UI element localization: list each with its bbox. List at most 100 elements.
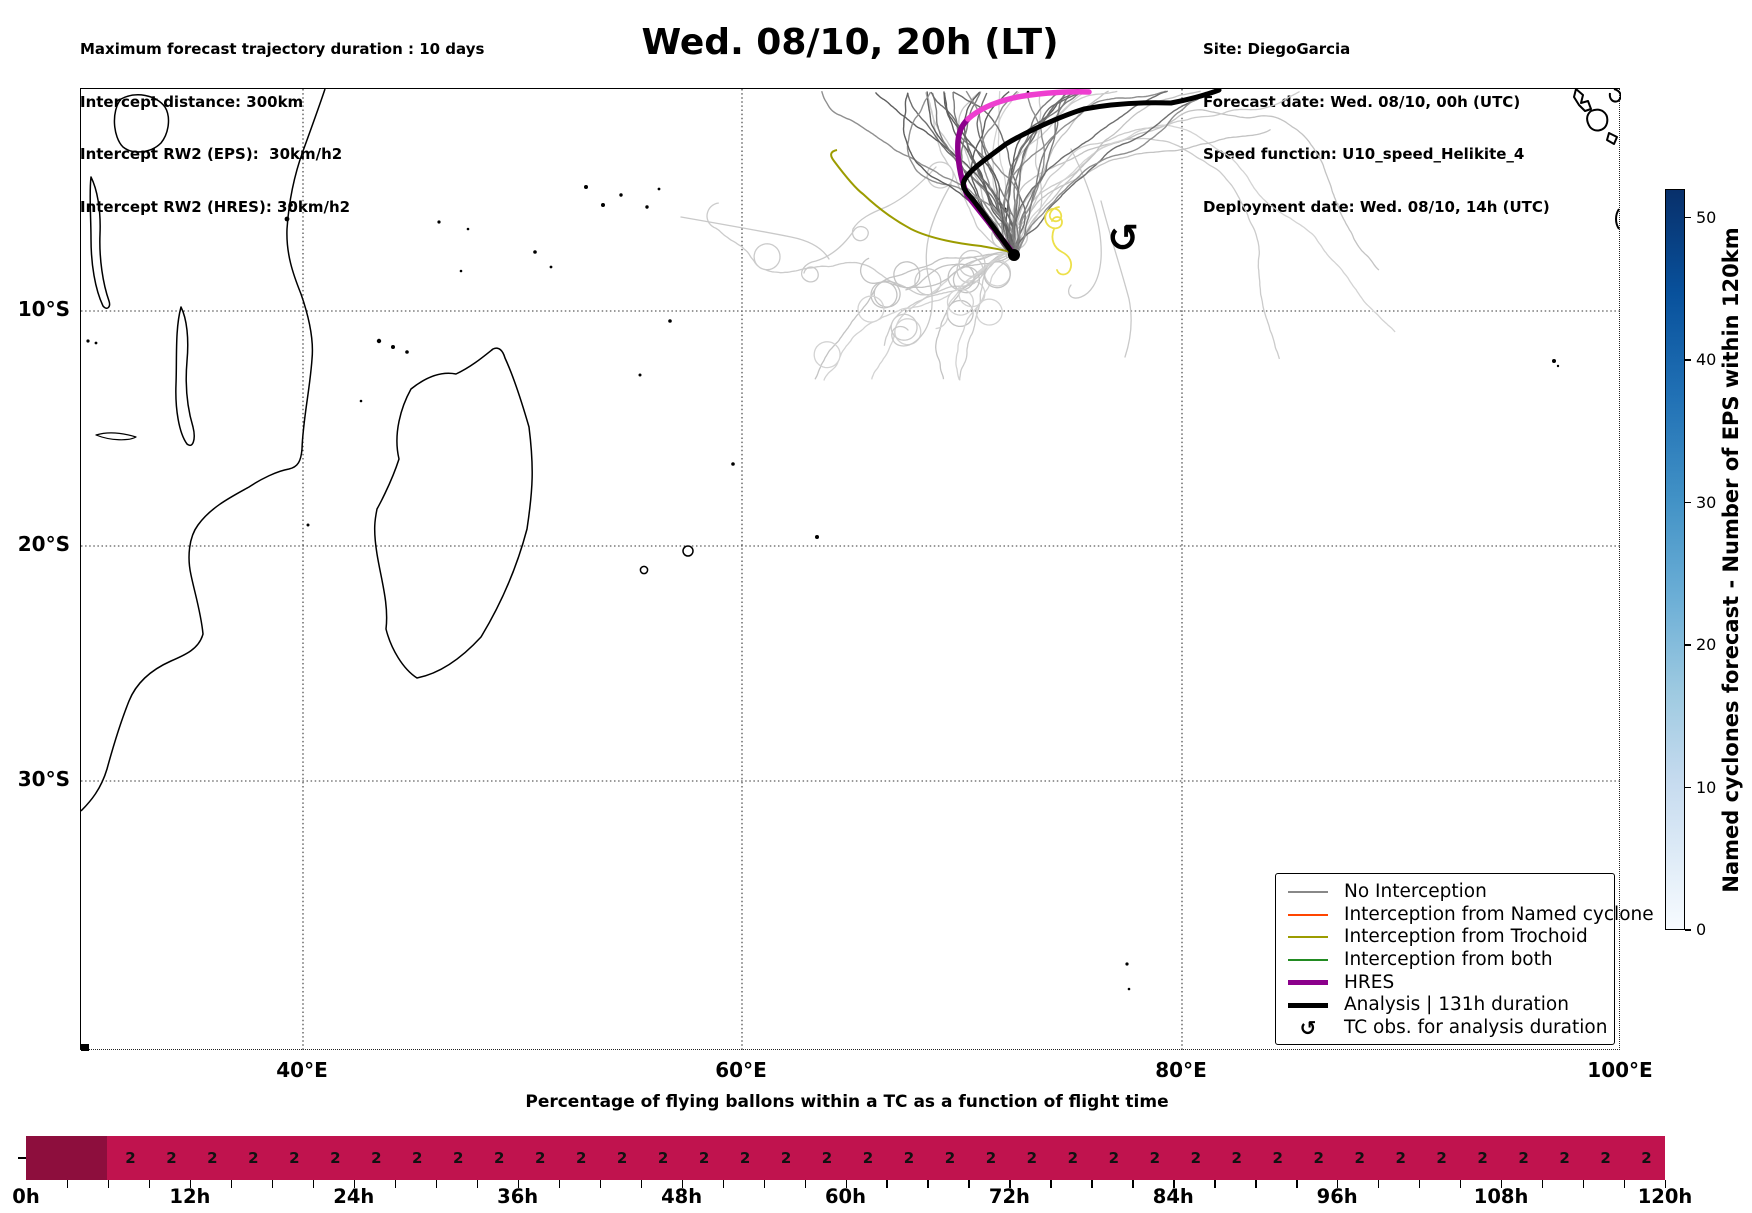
- bar-axis-label: 72h: [988, 1185, 1030, 1208]
- colorbar: [1665, 189, 1685, 930]
- bar-axis-tick: [189, 1180, 192, 1188]
- legend-line-swatch: [1288, 891, 1328, 893]
- info-right-line: Speed function: U10_speed_Helikite_4: [1203, 145, 1525, 163]
- bar-value-label: 2: [575, 1149, 587, 1167]
- bar-axis-tick: [1501, 1180, 1503, 1188]
- bar-axis-tick: [394, 1180, 397, 1188]
- bar-axis-tick: [558, 1180, 560, 1188]
- bar-axis-tick: [1583, 1180, 1585, 1188]
- colorbar-tick-label: 20: [1696, 635, 1717, 654]
- colorbar-tick-mark: [1685, 786, 1691, 789]
- ensemble-trajectory: [871, 251, 1013, 380]
- bar-y-tick: [18, 1157, 26, 1159]
- info-right-line: Deployment date: Wed. 08/10, 14h (UTC): [1203, 197, 1550, 216]
- bar-axis-label: 36h: [497, 1185, 539, 1208]
- bar-value-label: 2: [1108, 1149, 1120, 1167]
- ensemble-trajectory: [955, 254, 1016, 381]
- bar-axis-tick: [968, 1180, 970, 1188]
- legend-line-swatch: [1288, 1002, 1328, 1008]
- ensemble-trajectory: [883, 249, 1013, 346]
- lat-tick-label: 30°S: [17, 767, 70, 791]
- bar-axis-tick: [1419, 1180, 1421, 1188]
- bar-axis-label: 120h: [1637, 1185, 1693, 1208]
- analysis-track: [960, 87, 1222, 257]
- bar-value-label: 2: [125, 1149, 136, 1167]
- bar-axis-tick: [435, 1180, 438, 1188]
- bar-value-label: 2: [1436, 1149, 1447, 1167]
- bar-axis-tick: [1542, 1180, 1544, 1188]
- legend-line-swatch: [1288, 913, 1328, 916]
- bar-value-label: 2: [698, 1149, 710, 1167]
- bar-value-label: 2: [1641, 1149, 1652, 1167]
- bar-value-label: 2: [166, 1149, 177, 1167]
- bar-value-label: 2: [903, 1149, 915, 1167]
- bar-value-label: 2: [657, 1149, 669, 1167]
- map-plot-area: ↺: [80, 87, 1622, 1051]
- bar-axis-tick: [148, 1180, 151, 1188]
- bar-axis-tick: [1378, 1180, 1380, 1188]
- bar-chart: 2 2 2 2 2 2 2 2 2 2 2 2 2 2 2 2 2 2 2 2 2 2 2 2 2 2 2 2 2 2 2 2 2 2 2 2 2 2: [26, 1136, 1665, 1180]
- bar-value-label: 2: [1272, 1149, 1283, 1167]
- legend-item: Analysis | 131h duration: [1288, 994, 1604, 1016]
- ensemble-trajectory: [1008, 90, 1168, 255]
- bar-axis-tick: [230, 1180, 233, 1188]
- colorbar-tick-mark: [1685, 216, 1691, 219]
- colorbar-tick-label: 50: [1696, 207, 1717, 227]
- colorbar-label: Named cyclones forecast - Number of EPS …: [1719, 227, 1743, 893]
- bar-value-label: 2: [739, 1149, 751, 1167]
- legend-item-label: No Interception: [1344, 881, 1487, 902]
- lon-tick-label: 80°E: [1155, 1058, 1207, 1082]
- bar-value-label: 2: [493, 1149, 505, 1167]
- bar-value-label: 2: [1518, 1149, 1529, 1167]
- ensemble-trajectories-dark: [821, 90, 1210, 257]
- bar-value-label: 2: [1559, 1149, 1570, 1167]
- island-rings: [639, 545, 694, 575]
- ensemble-trajectory: [1015, 92, 1046, 250]
- ensemble-trajectory: [926, 92, 1029, 251]
- ensemble-trajectories-loops: [680, 148, 1132, 358]
- legend-item: Interception from Named cyclone: [1288, 904, 1654, 926]
- bar-axis-tick: [1009, 1180, 1011, 1188]
- legend-item-label: Interception from Trochoid: [1344, 926, 1588, 948]
- legend-line-swatch: [1288, 936, 1328, 939]
- lat-tick-label: 20°S: [17, 532, 70, 556]
- bar-axis-tick: [271, 1180, 274, 1188]
- bar-axis-label: 96h: [1316, 1185, 1358, 1208]
- bar-axis-tick: [1460, 1180, 1462, 1188]
- bar-value-label: 2: [1313, 1149, 1324, 1167]
- legend-item: HRES: [1288, 972, 1604, 994]
- ensemble-trajectory: [1015, 92, 1043, 254]
- bar-value-label: 2: [534, 1149, 546, 1167]
- info-left-line: Intercept distance: 300km: [80, 92, 304, 111]
- bar-axis-tick: [1132, 1180, 1134, 1188]
- bar-value-label: 2: [1067, 1149, 1079, 1167]
- bar-axis-tick: [763, 1180, 765, 1188]
- tc-obs-symbol: ↺: [1107, 216, 1139, 260]
- ensemble-trajectory: [821, 90, 1013, 253]
- ensemble-trajectory: [943, 92, 1014, 251]
- ensemble-trajectory: [859, 248, 1017, 309]
- bar-axis-tick: [1214, 1180, 1216, 1188]
- bar-axis-label: 0h: [12, 1185, 40, 1208]
- bar-axis-tick: [804, 1180, 806, 1188]
- hres-track-extension: [965, 89, 1092, 122]
- bar-axis-tick: [1255, 1180, 1257, 1188]
- colorbar-tick-label: 30: [1696, 492, 1717, 512]
- bar-axis-tick: [517, 1180, 519, 1188]
- lon-tick-label: 100°E: [1587, 1058, 1653, 1082]
- bar-axis-tick: [927, 1180, 929, 1188]
- ensemble-trajectory: [1017, 91, 1300, 249]
- bar-chart-title: Percentage of flying ballons within a TC…: [525, 1092, 1169, 1112]
- ensemble-trajectory: [1016, 91, 1207, 257]
- colorbar-tick-mark: [1685, 359, 1691, 361]
- bar-value-label: 2: [207, 1149, 218, 1167]
- figure-title: Wed. 08/10, 20h (LT): [641, 22, 1059, 63]
- bar-value-label: 2: [1354, 1149, 1365, 1167]
- bar-value-label: 2: [780, 1149, 792, 1167]
- ensemble-trajectory: [943, 91, 1018, 255]
- bar-value-label: 2: [371, 1149, 382, 1167]
- ensemble-trajectory: [930, 91, 1016, 251]
- bar-value-label: 2: [1395, 1149, 1406, 1167]
- bar-value-label: 2: [616, 1149, 628, 1167]
- bar-axis-tick: [1337, 1180, 1339, 1188]
